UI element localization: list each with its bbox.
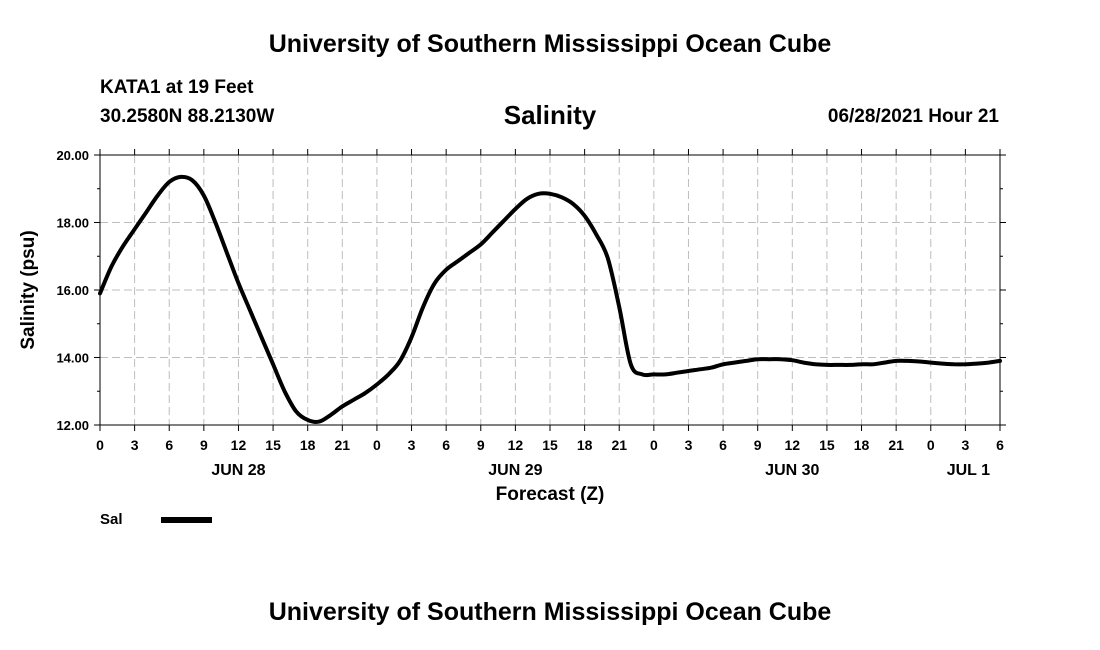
day-label: JUN 30: [765, 462, 819, 479]
station-label: KATA1 at 19 Feet: [100, 77, 254, 98]
x-tick-label: 9: [477, 437, 485, 453]
x-tick-label: 12: [508, 437, 524, 453]
plot-frame: [99, 154, 1001, 426]
axis-labels: 12.00 14.00 16.00 18.00 20.00 0 3 6 9 12 15 18 21 0 3 6…: [56, 148, 1004, 479]
footer-title: University of Southern Mississippi Ocean…: [268, 598, 832, 626]
day-label: JUN 29: [488, 462, 542, 479]
y-tick-label: 16.00: [56, 283, 89, 298]
x-tick-label: 3: [961, 437, 969, 453]
x-tick-label: 12: [231, 437, 247, 453]
x-tick-label: 0: [650, 437, 658, 453]
y-tick-label: 18.00: [56, 216, 89, 231]
legend-label-sal: Sal: [100, 511, 123, 528]
x-tick-label: 18: [300, 437, 316, 453]
y-tick-label: 12.00: [56, 418, 89, 433]
x-tick-label: 18: [854, 437, 870, 453]
chart-title: Salinity: [503, 100, 597, 130]
x-tick-label: 0: [373, 437, 381, 453]
page-title: University of Southern Mississippi Ocean…: [268, 30, 832, 58]
x-tick-label: 6: [442, 437, 450, 453]
series-layer: [98, 174, 1002, 424]
x-tick-label: 21: [611, 437, 627, 453]
x-tick-label: 15: [819, 437, 835, 453]
x-tick-label: 18: [577, 437, 593, 453]
x-tick-label: 6: [996, 437, 1004, 453]
series-line-sal: [98, 174, 1002, 424]
day-label: JUL 1: [947, 462, 990, 479]
day-label: JUN 28: [211, 462, 265, 479]
x-axis-title: Forecast (Z): [496, 484, 605, 505]
grid: [100, 155, 1000, 425]
coordinates-label: 30.2580N 88.2130W: [100, 106, 275, 127]
x-tick-label: 0: [96, 437, 104, 453]
x-tick-label: 0: [927, 437, 935, 453]
axis-ticks: [94, 149, 1006, 431]
x-tick-label: 3: [131, 437, 139, 453]
y-tick-label: 14.00: [56, 351, 89, 366]
x-tick-label: 3: [685, 437, 693, 453]
legend: Sal: [100, 511, 212, 528]
x-tick-label: 6: [719, 437, 727, 453]
x-tick-label: 15: [265, 437, 281, 453]
x-tick-label: 6: [165, 437, 173, 453]
x-tick-label: 21: [335, 437, 351, 453]
x-tick-label: 12: [785, 437, 801, 453]
datetime-label: 06/28/2021 Hour 21: [827, 106, 999, 127]
x-tick-label: 3: [408, 437, 416, 453]
x-tick-label: 21: [888, 437, 904, 453]
x-tick-label: 15: [542, 437, 558, 453]
x-tick-label: 9: [754, 437, 762, 453]
x-tick-label: 9: [200, 437, 208, 453]
y-axis-title: Salinity (psu): [18, 230, 39, 349]
y-tick-label: 20.00: [56, 148, 89, 163]
